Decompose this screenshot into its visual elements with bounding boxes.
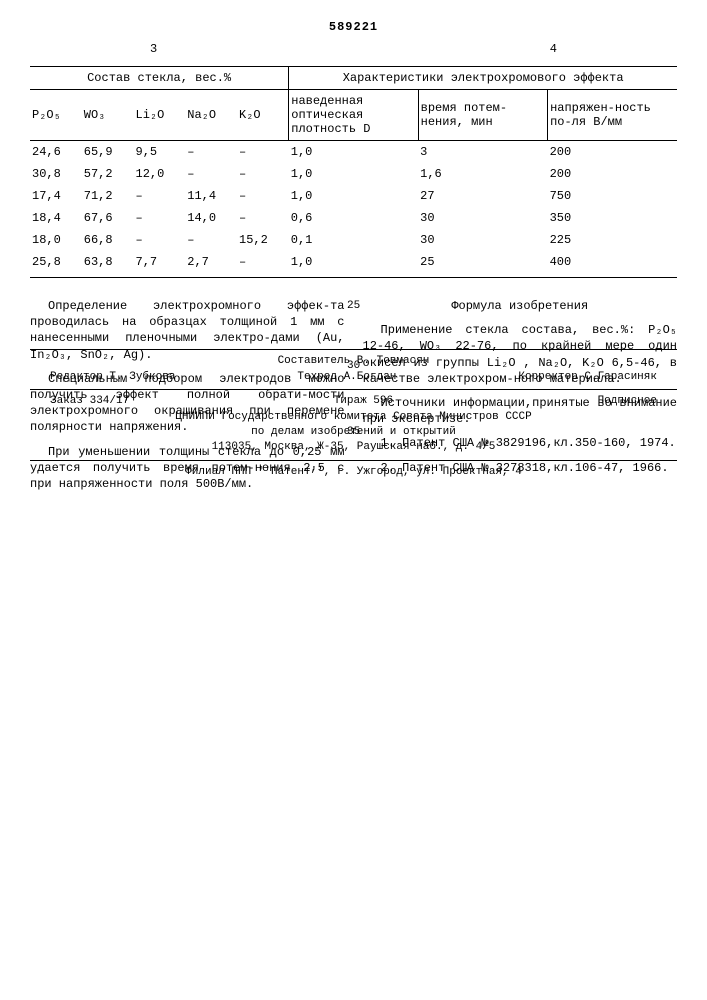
col-wo3: WO₃ [82, 90, 134, 141]
col-density: наведенная оптическая плотность D [289, 90, 418, 141]
col-time: время потем-нения, мин [418, 90, 547, 141]
corrector: Корректор С.Гарасиняк [518, 370, 657, 385]
patent-page: 589221 3 4 Состав стекла, вес.% Характер… [0, 0, 707, 520]
col-field: напряжен-ность по-ля В/мм [548, 90, 677, 141]
tech-editor: Техред А.Богдан [297, 370, 396, 385]
page-col-left: 3 [150, 42, 157, 56]
table-body: 24,665,99,5––1,03200 30,857,212,0––1,01,… [30, 141, 677, 273]
table-row: 18,467,6–14,0–0,630350 [30, 207, 677, 229]
editor: Редактор Т. Зубкова [50, 370, 175, 385]
col-p2o5: P₂O₅ [30, 90, 82, 141]
table-group-composition: Состав стекла, вес.% [30, 67, 289, 90]
imprint-footer: Составитель В. Товмасян Редактор Т. Зубк… [30, 345, 677, 480]
tirage: Тираж 596 [334, 394, 393, 409]
col-li2o: Li₂O [134, 90, 186, 141]
organization: ЦНИИПИ Государственного комитета Совета … [30, 410, 677, 425]
table-row: 18,066,8––15,20,130225 [30, 229, 677, 251]
compiler: Составитель В. Товмасян [30, 354, 677, 369]
table-row: 30,857,212,0––1,01,6200 [30, 163, 677, 185]
organization: по делам изобретений и открытий [30, 425, 677, 440]
claims-title: Формула изобретения [363, 298, 678, 314]
table-row: 24,665,99,5––1,03200 [30, 141, 677, 163]
page-col-right: 4 [550, 42, 557, 56]
order-number: Заказ 334/17 [50, 394, 129, 409]
subscription: Подписное [598, 394, 657, 409]
patent-number: 589221 [30, 20, 677, 34]
composition-table: Состав стекла, вес.% Характеристики элек… [30, 66, 677, 273]
branch: Филиал ППП ''Патент'', г. Ужгород, ул. П… [30, 465, 677, 480]
line-number: 25 [347, 300, 360, 312]
column-numbers: 3 4 [30, 42, 677, 60]
table-group-characteristics: Характеристики электрохромового эффекта [289, 67, 677, 90]
address: 113035, Москва, Ж-35, Раушская наб., д. … [30, 440, 677, 455]
col-k2o: K₂O [237, 90, 289, 141]
table-row: 17,471,2–11,4–1,027750 [30, 185, 677, 207]
col-na2o: Na₂O [185, 90, 237, 141]
table-row: 25,863,87,72,7–1,025400 [30, 251, 677, 273]
